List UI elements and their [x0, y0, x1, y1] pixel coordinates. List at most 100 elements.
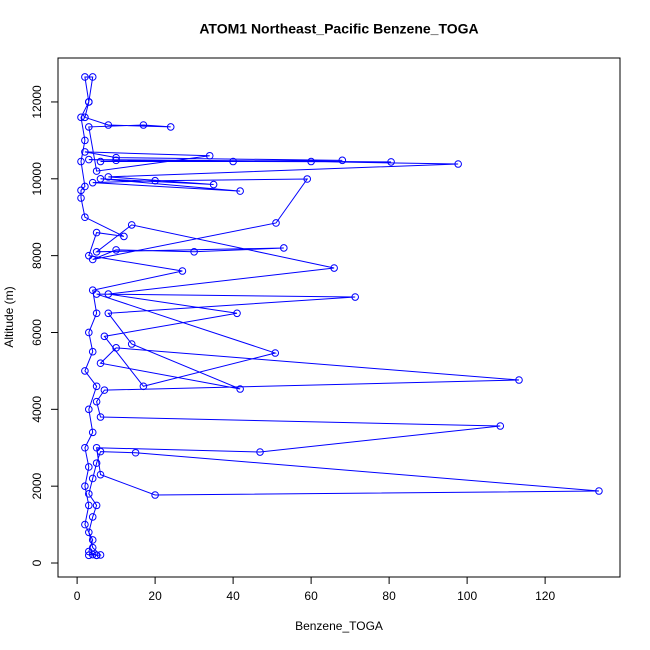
data-point: [85, 501, 93, 510]
data-point: [85, 328, 93, 337]
y-tick-label: 2000: [30, 473, 44, 500]
data-point: [88, 255, 97, 264]
data-point: [127, 221, 136, 229]
data-point: [104, 173, 113, 181]
data-point: [104, 309, 113, 318]
x-tick-label: 0: [74, 589, 81, 603]
data-point: [104, 290, 113, 298]
data-point: [77, 194, 85, 202]
data-point: [81, 367, 89, 375]
data-point: [229, 157, 237, 166]
data-point: [151, 176, 159, 185]
y-tick-label: 4000: [30, 396, 44, 423]
data-point: [112, 344, 120, 352]
data-point: [127, 340, 136, 348]
y-tick-label: 12000: [30, 85, 44, 119]
data-point: [85, 251, 93, 260]
data-point: [96, 470, 105, 479]
data-point: [81, 73, 89, 81]
data-point: [307, 157, 315, 166]
data-point: [338, 156, 347, 165]
data-point: [85, 155, 93, 164]
data-point: [88, 428, 97, 437]
data-point: [92, 397, 101, 406]
data-point: [236, 187, 244, 195]
data-point: [88, 178, 97, 187]
data-point: [139, 382, 148, 391]
data-point: [88, 73, 97, 81]
data-point: [209, 180, 218, 189]
y-tick-label: 8000: [30, 242, 44, 269]
data-point: [85, 463, 93, 471]
y-tick-label: 6000: [30, 319, 44, 346]
data-point: [88, 474, 97, 483]
data-point: [81, 148, 89, 156]
chart-title: ATOM1 Northeast_Pacific Benzene_TOGA: [199, 21, 478, 37]
x-tick-label: 40: [226, 589, 240, 603]
plot-box: [57, 57, 621, 578]
data-point: [330, 264, 338, 272]
data-point: [131, 448, 140, 457]
data-point: [96, 359, 105, 368]
data-point: [88, 347, 97, 356]
data-point: [81, 443, 89, 452]
data-point: [92, 290, 101, 298]
data-point: [303, 175, 312, 183]
data-point: [77, 157, 85, 166]
data-point: [85, 528, 93, 537]
data-point: [81, 520, 89, 529]
data-point: [92, 551, 101, 560]
data-point: [387, 158, 395, 166]
data-point: [92, 459, 101, 467]
data-point: [96, 413, 105, 421]
data-point: [96, 174, 105, 183]
data-point: [271, 349, 280, 357]
data-point: [100, 386, 109, 394]
data-point: [96, 551, 105, 559]
data-point: [104, 121, 113, 129]
data-point: [77, 186, 85, 195]
data-point: [85, 490, 93, 498]
data-point: [351, 293, 359, 301]
data-point: [96, 157, 105, 166]
data-point: [139, 121, 148, 129]
data-point: [81, 136, 89, 145]
data-point: [190, 247, 198, 256]
y-tick-label: 10000: [30, 162, 44, 196]
data-point: [496, 422, 505, 430]
data-point: [77, 113, 85, 122]
y-tick-label: 0: [30, 559, 44, 566]
data-point: [112, 153, 120, 162]
data-point: [236, 385, 244, 393]
x-axis-label: Benzene_TOGA: [295, 619, 383, 633]
data-point: [88, 543, 97, 552]
data-point: [81, 113, 89, 122]
data-point: [92, 443, 101, 452]
data-point: [205, 151, 214, 160]
data-point: [88, 513, 97, 521]
data-point: [151, 491, 159, 499]
data-point: [112, 246, 120, 254]
x-tick-label: 20: [148, 589, 162, 603]
data-point: [85, 547, 93, 556]
data-point: [280, 244, 288, 252]
x-tick-label: 100: [457, 589, 477, 603]
data-point: [88, 286, 97, 295]
data-point: [272, 219, 280, 227]
data-point: [85, 551, 93, 560]
data-point: [92, 228, 101, 237]
data-line: [80, 76, 599, 556]
data-point: [85, 123, 93, 131]
data-point: [96, 447, 105, 456]
x-tick-label: 60: [304, 589, 318, 603]
data-point: [81, 213, 89, 222]
data-point: [454, 160, 462, 168]
data-point: [120, 232, 128, 241]
data-point: [178, 267, 187, 275]
data-point: [100, 332, 109, 341]
data-point: [85, 405, 93, 414]
data-point: [92, 501, 101, 510]
data-point: [256, 448, 264, 456]
data-point: [81, 482, 89, 490]
